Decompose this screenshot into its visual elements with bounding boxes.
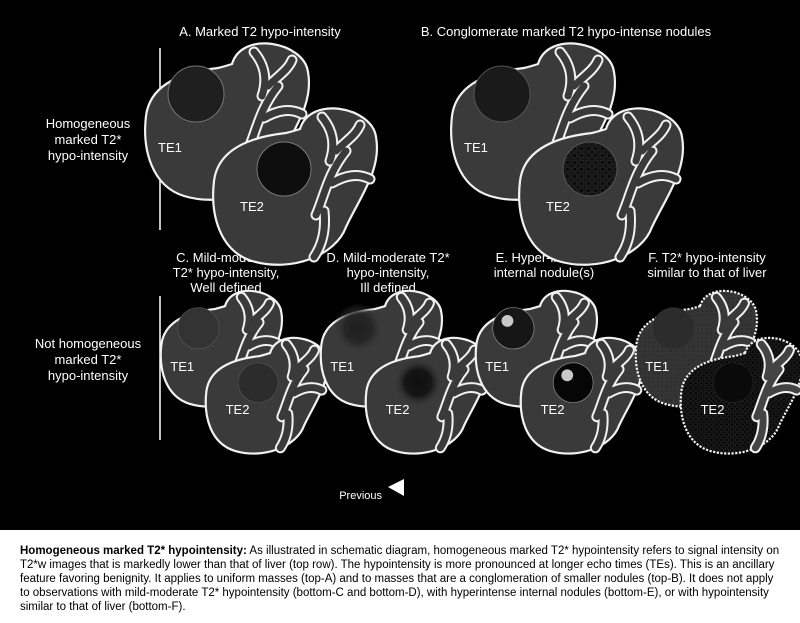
panel-C-te2-label: TE2 [226,402,250,417]
panel-B: TE1 TE2 [450,42,685,266]
panel-F-title: F. T2* hypo-intensity similar to that of … [647,250,767,280]
panel-E: TE1 TE2 [474,289,644,455]
panel-B-title: B. Conglomerate marked T2 hypo-intense n… [421,24,712,39]
panel-E-te1-label: TE1 [485,359,509,374]
panel-A: TE1 TE2 [144,42,379,266]
previous-button[interactable]: Previous [339,479,404,502]
caption-heading: Homogeneous marked T2* hypointensity: [20,545,247,557]
panel-E-liver-te2: TE2 [519,336,644,455]
hyperintense-nodule [561,369,574,382]
lesion [167,65,225,123]
panel-D-liver-te2: TE2 [364,336,489,455]
caption-box: Homogeneous marked T2* hypointensity: As… [0,530,800,623]
lirads-diagram: Homogeneous marked T2* hypo-intensity Not h… [35,24,800,502]
panel-C-title: C. Mild-moderate T2* hypo-intensity, Well … [173,250,280,295]
panel-D-te2-label: TE2 [386,402,410,417]
panel-B-liver-te1: TE1 [450,42,617,201]
panel-B-te2-label: TE2 [546,199,570,214]
panel-F-liver-te1: TE1 [634,289,759,408]
panel-D-te1-label: TE1 [330,359,354,374]
panel-A-liver-te2: TE2 [212,107,379,266]
panel-C: TE1 TE2 [159,289,329,455]
panel-A-liver-te1: TE1 [144,42,311,201]
previous-label[interactable]: Previous [339,490,382,502]
panel-F-liver-te2: TE2 [679,336,800,455]
panel-B-te1-label: TE1 [464,140,488,155]
hyperintense-nodule [501,314,514,327]
panel-F-te1-label: TE1 [645,359,669,374]
panel-A-te1-label: TE1 [158,140,182,155]
panel-C-te1-label: TE1 [170,359,194,374]
panel-C-liver-te2: TE2 [204,336,329,455]
panel-D-title: D. Mild-moderate T2* hypo-intensity, Ill d… [326,250,449,295]
panel-D: TE1 TE2 [319,289,489,455]
panel-F: TE1 TE2 [634,289,800,455]
panel-B-liver-te2: TE2 [518,107,685,266]
panel-A-te2-label: TE2 [240,199,264,214]
panel-F-te2-label: TE2 [701,402,725,417]
lesion [256,141,312,197]
panel-E-liver-te1: TE1 [474,289,599,408]
previous-arrow-icon[interactable] [388,479,404,496]
panel-A-title: A. Marked T2 hypo-intensity [179,24,341,39]
caption-body: As illustrated in schematic diagram, hom… [20,545,780,613]
panel-E-te2-label: TE2 [541,402,565,417]
row-label-2: Not homogeneous marked T2* hypo-intensity [35,336,142,383]
row-label-1: Homogeneous marked T2* hypo-intensity [46,116,131,163]
panel-C-liver-te1: TE1 [159,289,284,408]
panel-D-liver-te1: TE1 [319,289,444,408]
